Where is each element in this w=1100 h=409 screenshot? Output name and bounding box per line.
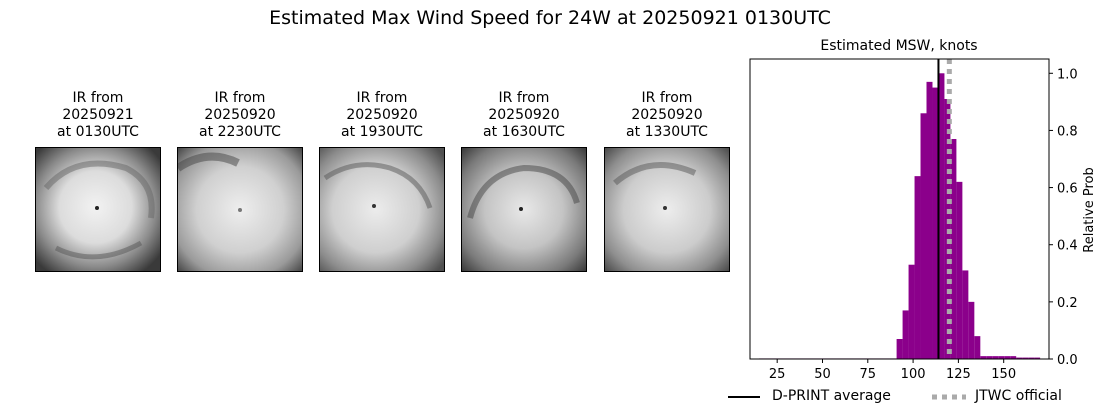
histogram-bar (938, 73, 945, 360)
histogram-bar (956, 181, 963, 359)
y-tick-label: 0.6 (1057, 182, 1078, 197)
x-tick-label: 100 (901, 367, 926, 382)
x-tick-label: 25 (769, 367, 786, 382)
histogram-bar (920, 113, 927, 360)
y-tick-label: 1.0 (1057, 67, 1078, 82)
y-tick-label: 0.2 (1057, 296, 1078, 311)
ir-image-1 (35, 147, 161, 272)
histogram-bar (974, 336, 981, 359)
chart-title: Estimated MSW, knots (820, 38, 977, 54)
histogram-bar (908, 264, 915, 359)
histogram-bar (902, 310, 909, 359)
ir-panel-3-title: IR from 20250920 at 1930UTC (341, 90, 423, 140)
ir-image-4 (461, 147, 587, 272)
x-axis-ticks: 25 50 75 100 125 150 (769, 359, 1016, 382)
ir-panel-4-title: IR from 20250920 at 1630UTC (483, 90, 565, 140)
ir-panel-5-title: IR from 20250920 at 1330UTC (626, 90, 708, 140)
y-axis-ticks: 0.0 0.2 0.4 0.6 0.8 1.0 (1049, 67, 1078, 368)
ir-panel-1-title: IR from 20250921 at 0130UTC (57, 90, 139, 140)
y-axis-label: Relative Prob (1082, 167, 1097, 252)
histogram-bar (1034, 357, 1041, 359)
y-tick-label: 0.8 (1057, 124, 1078, 139)
histogram-bar (1004, 356, 1011, 359)
figure-title: Estimated Max Wind Speed for 24W at 2025… (269, 7, 831, 29)
x-tick-label: 125 (946, 367, 971, 382)
histogram-bar (1016, 357, 1023, 359)
y-tick-label: 0.0 (1057, 353, 1078, 368)
histogram-bar (1028, 357, 1035, 359)
histogram-bar (998, 356, 1005, 359)
histogram-bar (980, 356, 987, 359)
histogram-bar (1022, 357, 1029, 359)
histogram-bar (986, 356, 993, 359)
histogram-bar (968, 301, 975, 359)
ir-image-5 (604, 147, 730, 272)
histogram-bar (1010, 356, 1017, 359)
histogram-bar (962, 270, 969, 359)
histogram-bar (914, 176, 921, 359)
histogram-bar (950, 139, 957, 359)
plot-frame (749, 58, 1050, 360)
ir-panel-2-title: IR from 20250920 at 2230UTC (199, 90, 281, 140)
x-tick-label: 50 (814, 367, 831, 382)
histogram-bar (926, 81, 933, 359)
y-tick-label: 0.4 (1057, 239, 1078, 254)
ir-image-2 (177, 147, 303, 272)
x-tick-label: 150 (991, 367, 1016, 382)
legend-dprint-label: D-PRINT average (772, 388, 891, 404)
histogram-bar (896, 339, 903, 359)
ir-image-3 (319, 147, 445, 272)
histogram-bar (992, 356, 999, 359)
histogram-bar (932, 87, 939, 360)
x-tick-label: 75 (860, 367, 877, 382)
legend-jtwc-label: JTWC official (975, 388, 1062, 404)
histogram-bars (759, 73, 1041, 360)
